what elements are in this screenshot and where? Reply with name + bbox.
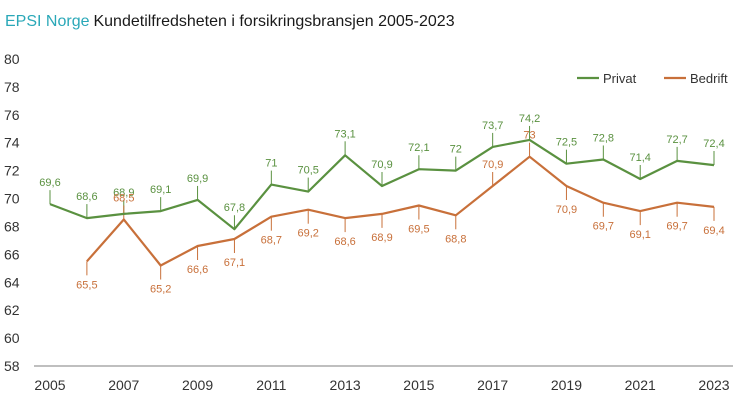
data-label-bedrift-2020: 69,7	[593, 221, 614, 233]
data-label-privat-2017: 73,7	[482, 120, 503, 132]
data-label-bedrift-2006: 65,5	[76, 279, 97, 291]
data-label-bedrift-2019: 70,9	[556, 204, 577, 216]
x-tick-label-2005: 2005	[34, 377, 65, 393]
data-label-privat-2019: 72,5	[556, 137, 577, 149]
y-tick-label-70: 70	[4, 191, 20, 207]
data-label-privat-2012: 70,5	[298, 165, 319, 177]
legend-label-bedrift: Bedrift	[690, 71, 728, 86]
x-tick-label-2017: 2017	[477, 377, 508, 393]
data-label-privat-2015: 72,1	[408, 142, 429, 154]
data-label-privat-2008: 69,1	[150, 184, 171, 196]
y-tick-label-66: 66	[4, 246, 20, 262]
legend-label-privat: Privat	[603, 71, 637, 86]
data-label-privat-2009: 69,9	[187, 173, 208, 185]
data-label-bedrift-2022: 69,7	[666, 221, 687, 233]
data-label-privat-2023: 72,4	[703, 138, 724, 150]
data-label-bedrift-2015: 69,5	[408, 224, 429, 236]
x-tick-label-2015: 2015	[403, 377, 434, 393]
data-label-privat-2006: 68,6	[76, 191, 97, 203]
chart-title-main: Kundetilfredsheten i forsikringsbransjen…	[93, 13, 454, 30]
x-tick-label-2013: 2013	[330, 377, 361, 393]
series-line-bedrift	[86, 155, 715, 267]
data-labels: 69,6 68,6 68,9 69,1 69,9 67,8 71 70,5 73,1 70,9 72…	[39, 113, 724, 296]
y-tick-label-78: 78	[4, 79, 20, 95]
y-tick-label-58: 58	[4, 358, 20, 374]
y-tick-label-68: 68	[4, 218, 20, 234]
data-label-privat-2016: 72	[450, 144, 462, 156]
data-label-bedrift-2018: 73	[523, 130, 535, 142]
y-tick-label-72: 72	[4, 163, 20, 179]
x-axis: 2005 2007 2009 2011 2013 2015 2017 2019 2021 2023	[34, 377, 729, 393]
x-tick-label-2019: 2019	[551, 377, 582, 393]
data-label-bedrift-2014: 68,9	[371, 232, 392, 244]
data-label-privat-2014: 70,9	[371, 159, 392, 171]
y-tick-label-76: 76	[4, 107, 20, 123]
data-label-bedrift-2011: 68,7	[261, 235, 282, 247]
series-lines	[49, 138, 715, 267]
y-axis: 58 60 62 64 66 68 70 72 74 76 78 80	[4, 51, 20, 374]
series-line-privat	[49, 138, 715, 231]
data-label-privat-2010: 67,8	[224, 202, 245, 214]
data-label-privat-2007: 68,9	[113, 187, 134, 199]
data-label-privat-2005: 69,6	[39, 177, 60, 189]
data-label-privat-2021: 71,4	[630, 152, 651, 164]
y-tick-label-60: 60	[4, 330, 20, 346]
x-tick-label-2023: 2023	[698, 377, 729, 393]
data-label-bedrift-2023: 69,4	[703, 225, 724, 237]
x-tick-label-2011: 2011	[256, 377, 286, 393]
data-label-privat-2020: 72,8	[593, 132, 614, 144]
data-label-bedrift-2007: 68,5	[113, 192, 134, 204]
data-label-bedrift-2017: 70,9	[482, 159, 503, 171]
y-tick-label-74: 74	[4, 135, 20, 151]
data-label-privat-2013: 73,1	[334, 128, 355, 140]
y-tick-label-80: 80	[4, 51, 20, 67]
chart-title: EPSI Norge Kundetilfredsheten i forsikrin…	[5, 13, 455, 30]
data-label-bedrift-2008: 65,2	[150, 284, 171, 296]
x-tick-label-2009: 2009	[182, 377, 213, 393]
y-tick-label-64: 64	[4, 274, 20, 290]
data-label-bedrift-2012: 69,2	[298, 228, 319, 240]
data-label-bedrift-2013: 68,6	[334, 236, 355, 248]
x-tick-label-2021: 2021	[625, 377, 656, 393]
data-label-leaders	[49, 125, 715, 280]
data-label-privat-2022: 72,7	[666, 134, 687, 146]
y-tick-label-62: 62	[4, 302, 20, 318]
data-label-bedrift-2016: 68,8	[445, 233, 466, 245]
data-label-bedrift-2021: 69,1	[630, 229, 651, 241]
legend: Privat Bedrift	[577, 71, 728, 86]
data-label-privat-2018: 74,2	[519, 113, 540, 125]
data-label-bedrift-2010: 67,1	[224, 257, 245, 269]
x-tick-label-2007: 2007	[108, 377, 139, 393]
chart-title-brand: EPSI Norge	[5, 13, 90, 30]
data-label-privat-2011: 71	[265, 158, 277, 170]
data-label-bedrift-2009: 66,6	[187, 264, 208, 276]
